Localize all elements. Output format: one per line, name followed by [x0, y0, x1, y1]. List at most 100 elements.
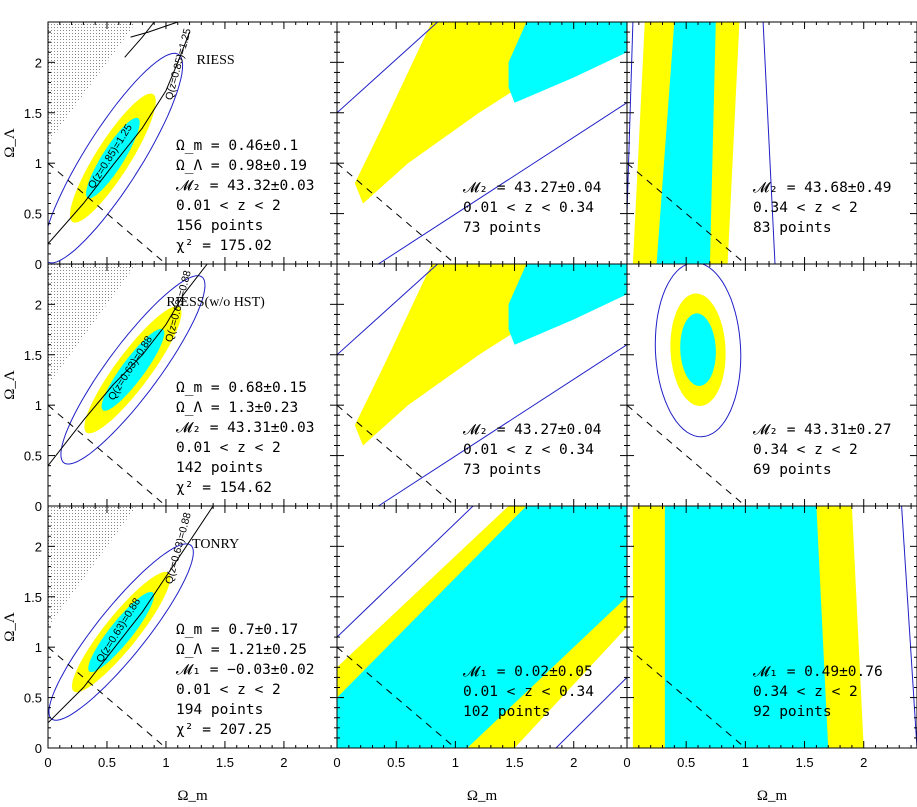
panel-r2-c2: 𝓜₁ = 0.49±0.76 0.34 < z < 2 92 points: [626, 505, 917, 749]
axes-labels: 0 0.5 1 1.5 2 Ω_m 0 0.5 1 1.5 2 Ω_m 0 0.5 1 1.5 2 Ω_m 0 0.5…: [2, 55, 867, 804]
y-tick-label: 1: [35, 640, 42, 655]
panel-plot-area: [337, 264, 627, 506]
contour-line: [627, 22, 634, 214]
inner-confidence-region: [508, 264, 627, 345]
x-tick-label: 0.5: [387, 755, 405, 770]
q-curve-label: Q(z=0.85)=1.25: [163, 27, 194, 101]
y-tick-label: 0: [35, 499, 42, 514]
panel-plot-area: [627, 22, 776, 264]
inner-confidence-region: [508, 22, 627, 103]
stat-line: Ω_Λ = 1.3±0.23: [176, 400, 298, 416]
panel-title: RIESS: [197, 53, 235, 68]
boundary-curve: [130, 22, 178, 38]
stat-line: 0.01 < z < 0.34: [463, 200, 594, 216]
stat-line: χ² = 175.02: [176, 238, 272, 254]
contour-line: [337, 22, 438, 114]
stat-line: 0.34 < z < 2: [753, 442, 858, 458]
stat-line: 73 points: [463, 462, 542, 478]
stat-line: 0.01 < z < 0.34: [463, 684, 594, 700]
x-axis-title: Ω_m: [757, 788, 788, 804]
stat-line: 𝓜₂ = 43.31±0.27: [753, 422, 891, 438]
panel-r1-c0: RIESS(w/o HST)Q(z=0.63)=0.88Q(z=0.63)=0.…: [47, 263, 338, 507]
panel-title: TONRY: [192, 537, 239, 552]
x-tick-label: 0: [333, 755, 340, 770]
cyan-confidence-ellipse: [101, 328, 165, 411]
stat-line: 0.01 < z < 2: [176, 440, 281, 456]
y-tick-label: 0.5: [24, 691, 42, 706]
outer-contour-ellipse: [60, 275, 206, 465]
cyan-confidence-ellipse: [86, 117, 140, 199]
panel-r0-c1: 𝓜₂ = 43.27±0.04 0.01 < z < 0.34 73 points: [336, 21, 628, 265]
panel-plot-area: [48, 264, 208, 506]
contour-line: [378, 102, 627, 264]
y-tick-label: 1.5: [24, 348, 42, 363]
panel-plot-area: [48, 506, 214, 748]
y-tick-label: 0.5: [24, 207, 42, 222]
x-tick-label: 0: [623, 755, 630, 770]
panel-r2-c1: 𝓜₁ = 0.02±0.05 0.01 < z < 0.34 102 points: [336, 505, 628, 749]
x-tick-label: 1.5: [216, 755, 234, 770]
x-tick-label: 1.5: [796, 755, 814, 770]
x-tick-label: 2: [860, 755, 867, 770]
flat-universe-line: [337, 404, 456, 506]
x-tick-label: 1: [452, 755, 459, 770]
contour-line: [337, 506, 474, 638]
inner-confidence-region: [337, 506, 627, 748]
contour-line: [762, 22, 776, 264]
outer-confidence-region: [354, 264, 627, 446]
y-tick-label: 2: [35, 539, 42, 554]
inner-confidence-region: [664, 506, 829, 748]
stat-line: 𝓜₂ = 43.27±0.04: [463, 180, 602, 196]
stat-line: 92 points: [753, 704, 832, 720]
stat-line: 156 points: [176, 218, 263, 234]
stat-line: 142 points: [176, 460, 263, 476]
panel-title: RIESS(w/o HST): [166, 295, 265, 310]
q-curve: [48, 506, 214, 724]
flat-universe-line: [627, 404, 746, 506]
panel-plot-area: [48, 22, 191, 264]
stat-line: 0.34 < z < 2: [753, 200, 858, 216]
stat-line: 𝓜₁ = −0.03±0.02: [176, 662, 314, 678]
q-curve: [48, 264, 208, 467]
y-tick-label: 2: [35, 297, 42, 312]
stat-line: 83 points: [753, 220, 832, 236]
x-tick-label: 1.5: [506, 755, 524, 770]
x-tick-label: 2: [280, 755, 287, 770]
inner-confidence-region: [656, 22, 716, 264]
outer-contour-ellipse: [654, 264, 742, 438]
q-curve: [48, 31, 191, 245]
stat-line: Ω_Λ = 1.21±0.25: [176, 642, 307, 658]
panel-plot-area: [337, 506, 627, 748]
stat-line: 𝓜₁ = 0.02±0.05: [463, 664, 593, 680]
excluded-region: [48, 264, 137, 385]
x-tick-label: 0.5: [98, 755, 116, 770]
stat-line: χ² = 207.25: [176, 722, 272, 738]
x-axis-title: Ω_m: [177, 788, 208, 804]
stat-line: 73 points: [463, 220, 542, 236]
stat-line: 0.01 < z < 2: [176, 198, 281, 214]
stat-line: 0.01 < z < 0.34: [463, 442, 594, 458]
stat-line: 0.01 < z < 2: [176, 682, 281, 698]
x-tick-label: 0: [44, 755, 51, 770]
panel-r1-c2: 𝓜₂ = 43.31±0.27 0.34 < z < 2 69 points: [626, 263, 917, 507]
stat-line: 𝓜₂ = 43.31±0.03: [176, 420, 314, 436]
y-tick-label: 0: [35, 741, 42, 756]
panel-plot-area: [337, 22, 627, 264]
y-tick-label: 1: [35, 398, 42, 413]
x-tick-label: 1: [742, 755, 749, 770]
stat-line: Ω_m = 0.7±0.17: [176, 622, 298, 638]
contour-line: [337, 264, 438, 356]
x-tick-label: 2: [570, 755, 577, 770]
y-axis-title: Ω_Λ: [2, 612, 18, 642]
x-tick-label: 0.5: [677, 755, 695, 770]
y-tick-label: 1.5: [24, 106, 42, 121]
stat-line: 194 points: [176, 702, 263, 718]
y-tick-label: 1.5: [24, 590, 42, 605]
stat-line: 69 points: [753, 462, 832, 478]
q-curve-label: Q(z=0.63)=0.88: [163, 511, 194, 585]
stat-line: 𝓜₂ = 43.68±0.49: [753, 180, 891, 196]
stat-line: Ω_Λ = 0.98±0.19: [176, 158, 307, 174]
